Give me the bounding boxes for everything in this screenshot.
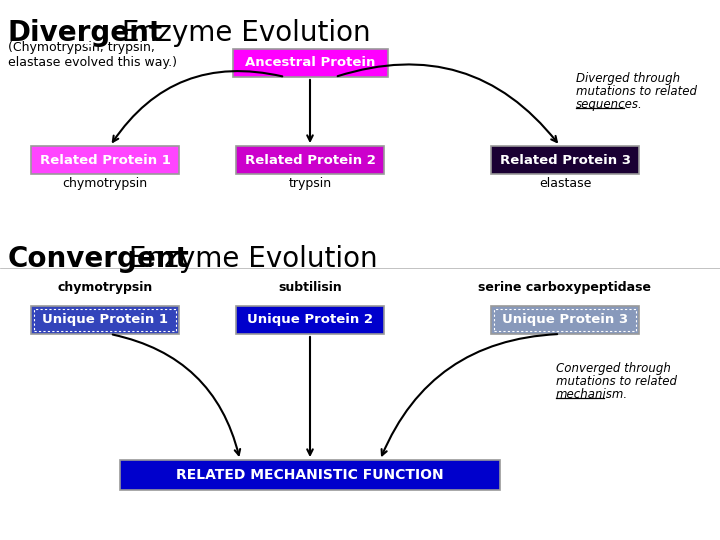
- FancyBboxPatch shape: [491, 146, 639, 174]
- Text: RELATED MECHANISTIC FUNCTION: RELATED MECHANISTIC FUNCTION: [176, 468, 444, 482]
- Text: Related Protein 3: Related Protein 3: [500, 153, 631, 166]
- Text: (Chymotrypsin, trypsin,
elastase evolved this way.): (Chymotrypsin, trypsin, elastase evolved…: [8, 41, 177, 69]
- FancyBboxPatch shape: [31, 146, 179, 174]
- Text: mutations to related: mutations to related: [576, 85, 697, 98]
- Text: Related Protein 2: Related Protein 2: [245, 153, 375, 166]
- Text: chymotrypsin: chymotrypsin: [63, 177, 148, 190]
- Text: chymotrypsin: chymotrypsin: [58, 281, 153, 294]
- Text: Divergent Enzyme Evolution: Divergent Enzyme Evolution: [8, 19, 402, 47]
- Text: Enzyme Evolution: Enzyme Evolution: [113, 19, 371, 47]
- Text: Related Protein 1: Related Protein 1: [40, 153, 171, 166]
- Text: elastase: elastase: [539, 177, 591, 190]
- Text: Ancestral Protein: Ancestral Protein: [245, 57, 375, 70]
- Text: Unique Protein 2: Unique Protein 2: [247, 314, 373, 327]
- FancyBboxPatch shape: [120, 460, 500, 490]
- Text: Convergent: Convergent: [8, 245, 190, 273]
- Text: sequences.: sequences.: [576, 98, 643, 111]
- Text: mutations to related: mutations to related: [556, 375, 677, 388]
- Text: Converged through: Converged through: [556, 362, 671, 375]
- Text: serine carboxypeptidase: serine carboxypeptidase: [479, 281, 652, 294]
- Text: Enzyme Evolution: Enzyme Evolution: [120, 245, 377, 273]
- Text: trypsin: trypsin: [289, 177, 332, 190]
- FancyBboxPatch shape: [31, 306, 179, 334]
- FancyBboxPatch shape: [491, 306, 639, 334]
- FancyBboxPatch shape: [236, 146, 384, 174]
- Text: Unique Protein 1: Unique Protein 1: [42, 314, 168, 327]
- Text: mechanism.: mechanism.: [556, 388, 628, 401]
- FancyBboxPatch shape: [233, 49, 387, 77]
- FancyBboxPatch shape: [236, 306, 384, 334]
- Text: Divergent: Divergent: [8, 19, 163, 47]
- Text: Unique Protein 3: Unique Protein 3: [502, 314, 628, 327]
- Text: subtilisin: subtilisin: [278, 281, 342, 294]
- Text: Diverged through: Diverged through: [576, 72, 680, 85]
